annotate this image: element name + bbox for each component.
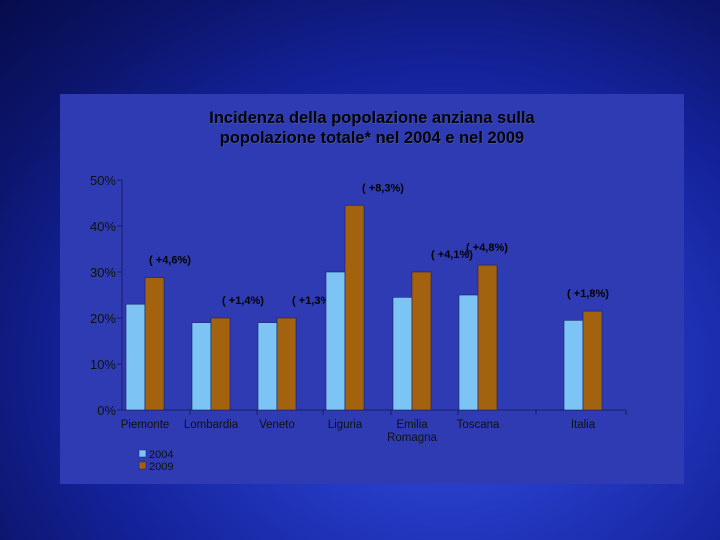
legend-swatch-2004 bbox=[138, 449, 147, 458]
bar-annotation: ( +4,8%) bbox=[466, 242, 508, 254]
bar-2009 bbox=[144, 277, 165, 411]
bar-2004 bbox=[325, 271, 346, 411]
bar-annotation: ( +1,8%) bbox=[567, 288, 609, 300]
y-tick-label: 40% bbox=[90, 219, 116, 234]
bar-2009 bbox=[210, 317, 231, 411]
bar-annotation: ( +4,6%) bbox=[149, 255, 191, 267]
bar-2004 bbox=[458, 294, 479, 411]
bar-2004 bbox=[125, 303, 146, 411]
y-tick-label: 0% bbox=[97, 403, 116, 418]
bar-annotation: ( +4,1%) bbox=[431, 249, 473, 261]
y-tick-label: 10% bbox=[90, 357, 116, 372]
bar-2004 bbox=[191, 322, 212, 411]
bar-annotation: ( +8,3%) bbox=[362, 182, 404, 194]
chart-panel: Incidenza della popolazione anziana sull… bbox=[60, 94, 684, 484]
bar-2004 bbox=[257, 322, 278, 411]
y-tick-label: 20% bbox=[90, 311, 116, 326]
legend-label-2009: 2009 bbox=[149, 461, 173, 473]
legend-swatch-2009 bbox=[138, 461, 147, 470]
x-tick-label-line2: Romagna bbox=[387, 432, 437, 444]
legend-label-2004: 2004 bbox=[149, 449, 173, 461]
bar-2009 bbox=[477, 264, 498, 411]
bar-annotation: ( +1,3%) bbox=[292, 295, 334, 307]
bar-annotation: ( +1,4%) bbox=[222, 295, 264, 307]
y-tick-label: 50% bbox=[90, 173, 116, 188]
chart-title: Incidenza della popolazione anziana sull… bbox=[60, 108, 684, 148]
chart-title-line1: Incidenza della popolazione anziana sull… bbox=[209, 109, 535, 127]
bar-2009 bbox=[344, 205, 365, 411]
x-tick-label: Lombardia bbox=[184, 419, 239, 431]
x-tick-label: Veneto bbox=[259, 419, 295, 431]
x-tick-label: Emilia bbox=[396, 419, 428, 431]
bar-chart: 0% 10% 20% 30% 40% 50% Piemonte ( +4,6%) Lombard… bbox=[90, 173, 627, 473]
bar-2009 bbox=[411, 271, 432, 411]
bar-2004 bbox=[563, 320, 584, 411]
bar-2004 bbox=[392, 297, 413, 411]
chart-title-line2: popolazione totale* nel 2004 e nel 2009 bbox=[219, 129, 525, 147]
x-tick-label: Piemonte bbox=[121, 419, 170, 431]
x-tick-label: Liguria bbox=[328, 419, 363, 431]
bar-2009 bbox=[582, 310, 603, 411]
x-tick-label: Toscana bbox=[457, 419, 500, 431]
bar-2009 bbox=[276, 317, 297, 411]
x-tick-label: Italia bbox=[571, 419, 596, 431]
y-tick-label: 30% bbox=[90, 265, 116, 280]
